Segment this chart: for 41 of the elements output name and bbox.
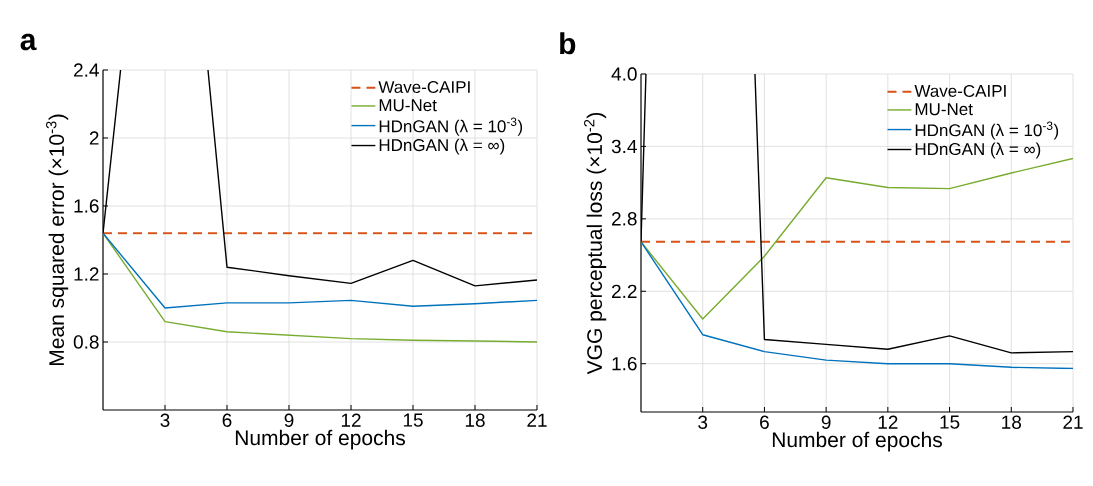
legend-label: Wave-CAIPI bbox=[378, 80, 470, 94]
line-series bbox=[641, 241, 1073, 370]
legend-label: HDnGAN (λ = 10$^{-3}$) bbox=[379, 117, 523, 136]
y-tick-label: 2.4 bbox=[74, 63, 99, 77]
x-tick-label: 15 bbox=[940, 415, 960, 429]
x-tick-label: 15 bbox=[403, 413, 423, 427]
x-tick-label: 18 bbox=[1002, 415, 1022, 429]
y-axis-title: Mean squared error (×10$^{-3}$) bbox=[46, 114, 69, 365]
y-tick-label: 4.0 bbox=[611, 67, 637, 81]
y-tick-label: 2.2 bbox=[612, 284, 637, 298]
y-tick-label: 1.2 bbox=[74, 267, 99, 281]
legend-label: HDnGAN (λ = ∞) bbox=[379, 138, 505, 155]
y-tick-label: 3.4 bbox=[611, 139, 637, 154]
x-tick-label: 6 bbox=[760, 415, 769, 429]
y-tick-label: 1.6 bbox=[612, 356, 637, 371]
x-tick-label: 21 bbox=[527, 413, 547, 427]
x-tick-label: 9 bbox=[284, 413, 294, 427]
x-tick-label: 12 bbox=[341, 413, 361, 427]
x-tick-label: 18 bbox=[465, 413, 485, 427]
x-axis-title: Number of epochs bbox=[772, 431, 942, 452]
line-series bbox=[103, 232, 537, 309]
x-tick-label: 21 bbox=[1063, 415, 1083, 429]
x-tick-label: 6 bbox=[222, 413, 232, 427]
chart-title: a bbox=[20, 33, 37, 51]
legend-label: MU-Net bbox=[915, 103, 973, 116]
legend-label: Wave-CAIPI bbox=[914, 84, 1006, 97]
legend-label: HDnGAN (λ = 10$^{-3}$) bbox=[915, 121, 1059, 140]
legend-label: MU-Net bbox=[379, 99, 437, 112]
line-series bbox=[641, 157, 1073, 320]
y-axis-title: VGG perceptual loss (×10$^{-2}$) bbox=[584, 112, 607, 375]
legend-label: HDnGAN (λ = ∞) bbox=[915, 142, 1041, 159]
y-tick-label: 2 bbox=[89, 131, 99, 145]
x-tick-label: 12 bbox=[878, 415, 898, 429]
y-tick-label: 1.6 bbox=[74, 199, 99, 213]
x-axis-title: Number of epochs bbox=[235, 429, 405, 450]
x-tick-label: 3 bbox=[160, 413, 170, 427]
y-tick-label: 2.8 bbox=[612, 212, 637, 226]
y-tick-label: 0.8 bbox=[73, 335, 99, 349]
chart-title: b bbox=[560, 32, 576, 55]
x-tick-label: 3 bbox=[698, 415, 708, 429]
x-tick-label: 9 bbox=[821, 415, 831, 429]
